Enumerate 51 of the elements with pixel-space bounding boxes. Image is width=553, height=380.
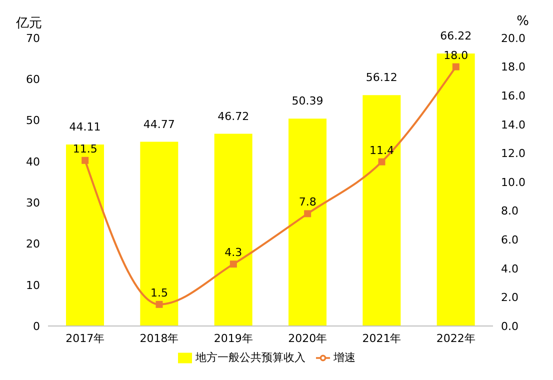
data-label: 50.39: [292, 94, 324, 108]
bar: [66, 144, 104, 326]
x-tick-label: 2022年: [436, 332, 476, 345]
y-tick-label: 30: [26, 196, 40, 210]
legend-label: 地方一般公共预算收入: [196, 351, 306, 364]
x-tick-label: 2018年: [140, 332, 179, 345]
x-tick-label: 2021年: [362, 332, 402, 345]
bar: [288, 118, 326, 326]
data-label: 66.22: [440, 30, 472, 43]
bar: [140, 142, 178, 326]
x-tick-label: 2020年: [288, 332, 328, 345]
data-label: 11.5: [72, 142, 98, 156]
legend-label: 增速: [334, 351, 356, 364]
y2-tick-label: 4.0: [501, 262, 518, 276]
y2-tick-label: 6.0: [501, 234, 518, 247]
y-tick-label: 20: [26, 238, 40, 251]
y2-tick-label: 8.0: [501, 204, 518, 218]
y2-tick-label: 14.0: [501, 118, 526, 132]
data-label: 1.5: [150, 286, 168, 300]
point: [378, 158, 386, 166]
y-axis-title: 亿元: [16, 15, 42, 32]
point: [156, 300, 163, 308]
y2-tick-label: 18.0: [501, 60, 526, 74]
x-tick-label: 2019年: [214, 332, 253, 345]
data-label: 44.11: [69, 120, 101, 134]
data-label: 56.12: [366, 71, 398, 84]
point: [230, 260, 237, 268]
bar: [362, 95, 401, 326]
y-tick-label: 60: [26, 73, 40, 86]
x-tick-label: 2017年: [66, 332, 105, 345]
y2-tick-label: 20.0: [501, 32, 526, 45]
y2-tick-label: 12.0: [501, 147, 526, 160]
bar: [214, 134, 252, 326]
y-tick-label: 40: [26, 155, 40, 168]
data-label: 7.8: [298, 196, 316, 209]
y2-axis-title: %: [516, 14, 529, 29]
y2-tick-label: 10.0: [501, 176, 526, 189]
data-label: 4.3: [224, 246, 242, 260]
point: [82, 156, 89, 164]
y2-tick-label: 2.0: [501, 291, 518, 304]
y2-tick-label: 0.0: [501, 320, 518, 333]
y-tick-label: 0: [33, 320, 40, 333]
y2-tick-label: 16.0: [501, 90, 526, 103]
point: [304, 210, 312, 218]
point: [452, 63, 460, 70]
data-label: 46.72: [218, 110, 250, 123]
y-tick-label: 10: [26, 278, 40, 292]
data-label: 44.77: [143, 118, 175, 131]
y-tick-label: 50: [26, 114, 40, 128]
y-tick-label: 70: [26, 32, 40, 45]
data-label: 11.4: [370, 144, 394, 157]
